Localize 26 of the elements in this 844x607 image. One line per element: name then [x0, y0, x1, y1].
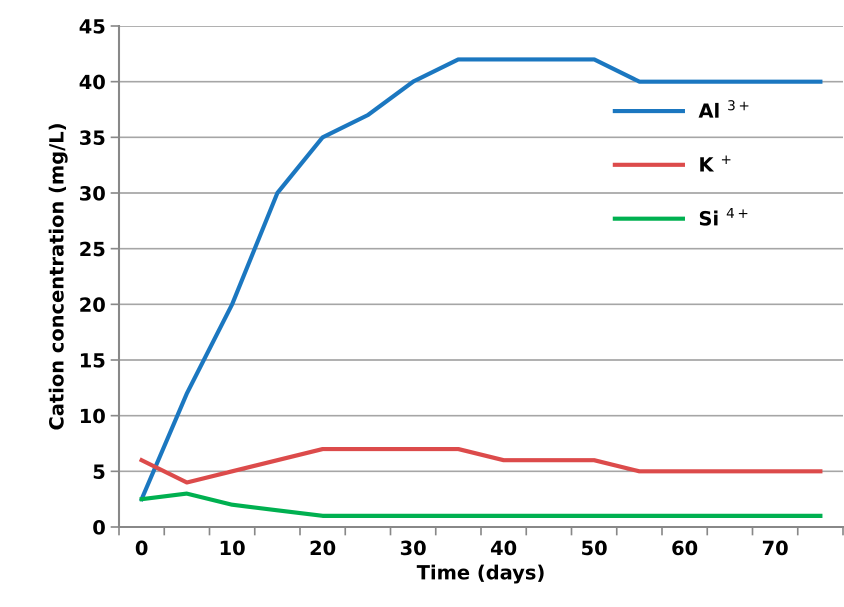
x-tick-label: 30	[400, 540, 426, 556]
x-tick-label: 50	[582, 540, 607, 556]
y-tick-label: 40	[80, 74, 105, 90]
x-tick-label: 0	[136, 540, 148, 556]
x-tick-label: 10	[220, 540, 245, 556]
y-tick-label: 45	[80, 19, 104, 34]
y-tick-label: 20	[80, 297, 105, 312]
line-series	[140, 492, 822, 518]
y-tick-label: 5	[94, 464, 104, 479]
legend-label: Al $^{3+}$	[698, 100, 748, 118]
y-tick-label: 35	[80, 130, 104, 145]
legend-label: Si $^{4+}$	[700, 208, 748, 226]
x-tick-label: 60	[672, 540, 698, 556]
y-tick-label: 15	[80, 353, 104, 368]
y-tick-label: 30	[80, 186, 105, 201]
y-tick-label: 0	[93, 520, 105, 535]
line-series	[140, 446, 822, 485]
line-series	[140, 57, 822, 502]
x-tick-label: 20	[310, 540, 336, 556]
y-tick-label: 25	[80, 242, 104, 256]
x-tick-label: 40	[490, 540, 516, 556]
x-tick-label: 70	[762, 540, 788, 556]
legend-label: K $^{+}$	[700, 156, 730, 172]
x-axis-title: Time (days)	[416, 564, 544, 584]
y-axis-title: Cation concentration (mg/L)	[48, 124, 68, 430]
y-tick-label: 10	[80, 408, 105, 424]
